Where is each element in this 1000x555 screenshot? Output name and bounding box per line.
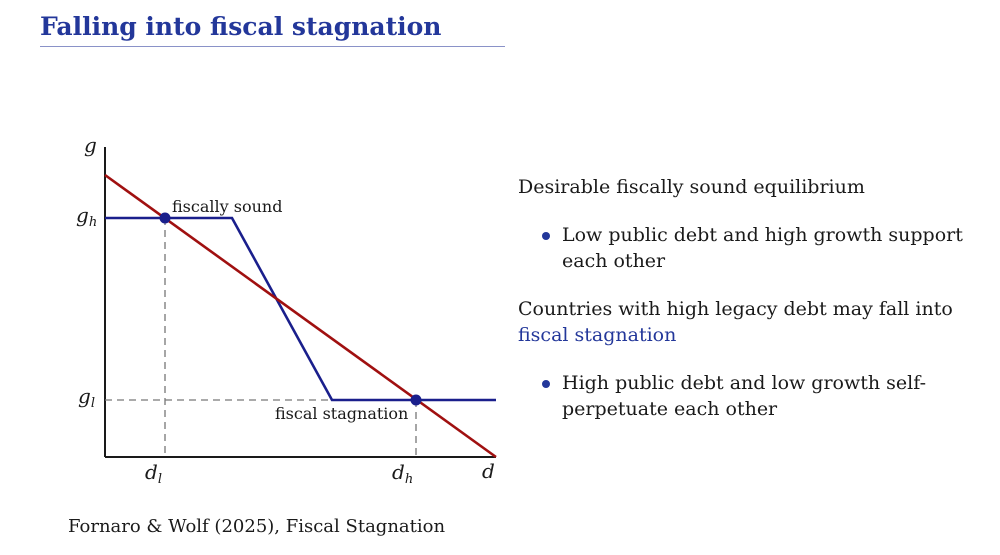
y-axis-label: g (84, 133, 97, 157)
bullet-sound: Low public debt and high growth support … (518, 222, 988, 274)
y-tick-low: gl (78, 384, 95, 411)
equilibrium-fiscally-sound (159, 212, 171, 224)
bullet-stagnation: High public debt and low growth self-per… (518, 370, 988, 422)
y-tick-high: gh (76, 203, 97, 230)
paragraph-stagnation: Countries with high legacy debt may fall… (518, 296, 988, 348)
bullet-dot-icon (542, 380, 550, 388)
paragraph-sound: Desirable fiscally sound equilibrium (518, 176, 865, 198)
title-underline (40, 46, 505, 47)
citation-footer: Fornaro & Wolf (2025), Fiscal Stagnation (68, 516, 446, 537)
growth-curve (104, 173, 497, 459)
label-fiscally-sound: fiscally sound (172, 197, 282, 216)
label-fiscal-stagnation: fiscal stagnation (275, 404, 408, 423)
fiscal-stagnation-highlight: fiscal stagnation (518, 324, 677, 346)
bullet-sound-text: Low public debt and high growth support … (562, 224, 963, 272)
equilibrium-fiscal-stagnation (410, 394, 422, 406)
x-axis-label: d (482, 459, 495, 483)
x-tick-low: dl (145, 460, 162, 487)
page-title: Falling into fiscal stagnation (40, 12, 442, 41)
bullet-stagnation-text: High public debt and low growth self-per… (562, 372, 927, 420)
explanation-panel: Desirable fiscally sound equilibrium Low… (518, 174, 988, 444)
x-tick-high: dh (392, 460, 413, 487)
bullet-dot-icon (542, 232, 550, 240)
policy-curve (105, 216, 496, 402)
paragraph-stagnation-text: Countries with high legacy debt may fall… (518, 298, 953, 320)
